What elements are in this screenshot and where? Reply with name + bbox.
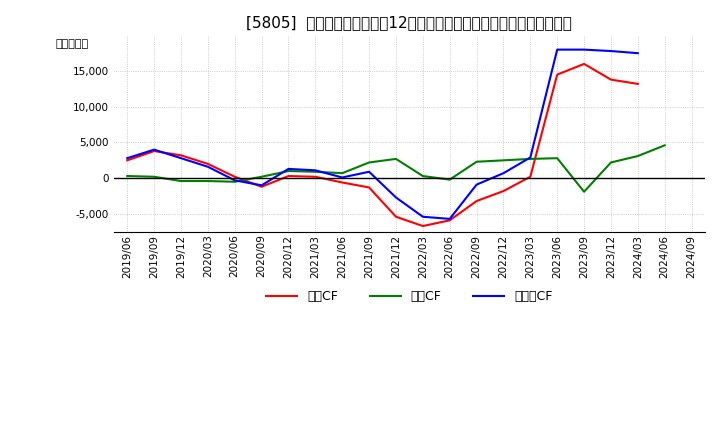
フリーCF (365, 169, 374, 174)
投資CF (553, 156, 562, 161)
投資CF (311, 169, 320, 174)
Line: フリーCF: フリーCF (127, 50, 638, 219)
投資CF (499, 158, 508, 163)
投資CF (150, 174, 158, 180)
投資CF (257, 174, 266, 180)
フリーCF (634, 51, 642, 56)
投資CF (392, 156, 400, 161)
フリーCF (526, 155, 535, 160)
フリーCF (230, 178, 239, 183)
Legend: 営業CF, 投資CF, フリーCF: 営業CF, 投資CF, フリーCF (261, 285, 557, 308)
営業CF (446, 218, 454, 223)
Title: [5805]  キャッシュフローの12か月移動合計の対前年同期増減額の推移: [5805] キャッシュフローの12か月移動合計の対前年同期増減額の推移 (246, 15, 572, 30)
営業CF (392, 214, 400, 220)
営業CF (418, 224, 427, 229)
営業CF (472, 198, 481, 204)
フリーCF (446, 216, 454, 221)
フリーCF (472, 182, 481, 187)
フリーCF (150, 147, 158, 152)
営業CF (553, 72, 562, 77)
営業CF (311, 174, 320, 180)
投資CF (660, 143, 669, 148)
投資CF (284, 169, 293, 174)
フリーCF (123, 156, 132, 161)
営業CF (365, 185, 374, 190)
投資CF (204, 178, 212, 183)
営業CF (257, 184, 266, 189)
営業CF (204, 161, 212, 166)
営業CF (634, 81, 642, 87)
営業CF (230, 174, 239, 180)
投資CF (230, 179, 239, 184)
フリーCF (418, 214, 427, 220)
フリーCF (392, 195, 400, 200)
営業CF (338, 180, 346, 185)
フリーCF (176, 156, 185, 161)
投資CF (338, 171, 346, 176)
営業CF (284, 173, 293, 179)
Line: 投資CF: 投資CF (127, 145, 665, 192)
営業CF (499, 188, 508, 194)
フリーCF (204, 164, 212, 169)
フリーCF (284, 166, 293, 172)
Text: （百万円）: （百万円） (56, 39, 89, 49)
営業CF (123, 158, 132, 163)
投資CF (472, 159, 481, 165)
営業CF (607, 77, 616, 82)
フリーCF (257, 183, 266, 188)
投資CF (446, 177, 454, 182)
投資CF (526, 156, 535, 161)
営業CF (580, 61, 588, 66)
投資CF (365, 160, 374, 165)
フリーCF (607, 48, 616, 54)
投資CF (580, 189, 588, 194)
投資CF (176, 178, 185, 183)
営業CF (526, 174, 535, 180)
フリーCF (553, 47, 562, 52)
フリーCF (499, 171, 508, 176)
営業CF (176, 153, 185, 158)
投資CF (634, 154, 642, 159)
フリーCF (580, 47, 588, 52)
フリーCF (338, 175, 346, 180)
Line: 営業CF: 営業CF (127, 64, 638, 226)
フリーCF (311, 168, 320, 173)
投資CF (607, 160, 616, 165)
投資CF (123, 173, 132, 179)
営業CF (150, 148, 158, 154)
投資CF (418, 173, 427, 179)
